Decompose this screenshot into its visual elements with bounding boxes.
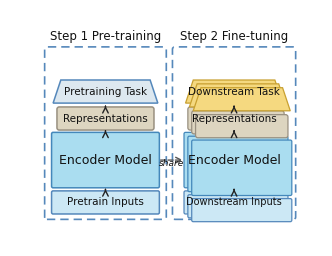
Text: Pretrain Inputs: Pretrain Inputs: [67, 197, 144, 207]
Text: share: share: [159, 159, 184, 168]
Text: Downstream Task: Downstream Task: [188, 87, 280, 97]
FancyBboxPatch shape: [184, 132, 284, 188]
Text: Step 2 Fine-tuning: Step 2 Fine-tuning: [180, 30, 288, 43]
Polygon shape: [189, 84, 287, 107]
FancyBboxPatch shape: [188, 195, 288, 218]
FancyBboxPatch shape: [57, 107, 154, 130]
Text: Representations: Representations: [192, 113, 277, 123]
Polygon shape: [193, 88, 290, 111]
Text: Representations: Representations: [63, 113, 148, 123]
Polygon shape: [186, 80, 283, 103]
FancyBboxPatch shape: [188, 107, 280, 130]
Text: Downstream Inputs: Downstream Inputs: [186, 197, 282, 207]
FancyBboxPatch shape: [51, 132, 159, 188]
Text: Pretraining Task: Pretraining Task: [64, 87, 147, 97]
Text: Encoder Model: Encoder Model: [188, 154, 281, 167]
FancyBboxPatch shape: [188, 136, 288, 192]
FancyBboxPatch shape: [184, 191, 284, 214]
FancyBboxPatch shape: [192, 140, 292, 196]
FancyBboxPatch shape: [192, 111, 284, 134]
FancyBboxPatch shape: [196, 115, 288, 138]
FancyBboxPatch shape: [51, 191, 159, 214]
Polygon shape: [53, 80, 158, 103]
Text: Step 1 Pre-training: Step 1 Pre-training: [50, 30, 161, 43]
FancyBboxPatch shape: [192, 199, 292, 222]
Text: Encoder Model: Encoder Model: [59, 154, 152, 167]
